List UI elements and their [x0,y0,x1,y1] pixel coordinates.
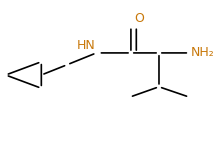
Text: HN: HN [76,39,95,52]
Text: NH₂: NH₂ [190,46,214,59]
Text: O: O [134,12,144,25]
